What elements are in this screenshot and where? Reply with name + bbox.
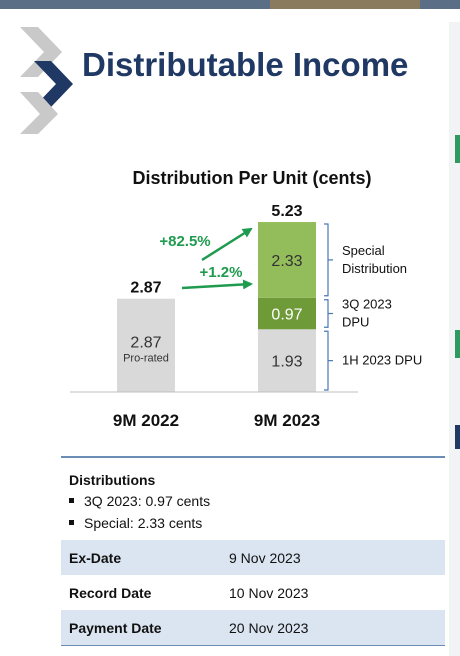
- data-label: 2.33: [271, 253, 302, 270]
- date-label: Record Date: [69, 584, 152, 601]
- legend-label: 3Q 2023: [342, 297, 392, 312]
- data-label: 0.97: [271, 307, 302, 324]
- growth-arrow-1: [181, 279, 253, 290]
- date-value: 10 Nov 2023: [229, 584, 309, 601]
- chevron-icon: [20, 27, 73, 134]
- data-label: 1.93: [271, 354, 302, 371]
- distribution-item-special: Special: 2.33 cents: [69, 515, 202, 531]
- bar-segment: [117, 298, 175, 392]
- table-row: Payment Date 20 Nov 2023: [61, 610, 445, 646]
- total-label: 2.87: [130, 280, 161, 297]
- page-title: Distributable Income: [82, 46, 409, 83]
- legend-bracket: [324, 330, 329, 391]
- bar-segment: [258, 297, 316, 330]
- dpu-chart: Distribution Per Unit (cents) 2.87Pro-ra…: [70, 168, 422, 430]
- date-value: 20 Nov 2023: [221, 610, 445, 646]
- growth-arrow-82: [201, 227, 253, 262]
- x-tick-label-1: 9M 2023: [254, 411, 320, 430]
- total-label: 5.23: [271, 203, 302, 220]
- legend-label: DPU: [342, 315, 369, 330]
- date-label: Ex-Date: [61, 540, 221, 575]
- distribution-item-3q: 3Q 2023: 0.97 cents: [69, 493, 210, 509]
- legend-bracket: [324, 299, 329, 328]
- bullet-icon: [69, 497, 74, 503]
- bar-segment: [258, 329, 316, 392]
- adjacent-slide-edge: [449, 22, 460, 656]
- data-label: 2.87: [130, 334, 161, 351]
- date-label: Payment Date: [61, 610, 221, 646]
- distributions-heading: Distributions: [69, 472, 156, 488]
- date-value: 9 Nov 2023: [221, 540, 445, 575]
- legend-label: Distribution: [342, 261, 407, 276]
- distribution-dates-table: Ex-Date 9 Nov 2023 Record Date 10 Nov 20…: [61, 540, 445, 646]
- chart-title: Distribution Per Unit (cents): [132, 168, 371, 188]
- distributions-box: Distributions 3Q 2023: 0.97 cents Specia…: [61, 456, 445, 540]
- x-tick-label-0: 9M 2022: [113, 411, 179, 430]
- edge-mark-3: [455, 425, 460, 449]
- edge-mark-2: [455, 330, 460, 358]
- bar-segment: [258, 222, 316, 298]
- edge-mark-1: [455, 135, 460, 163]
- header-photo-strip: [0, 0, 460, 9]
- header-photo: [270, 0, 420, 9]
- legend-label: 1H 2023 DPU: [342, 353, 422, 368]
- bullet-icon: [69, 519, 74, 525]
- growth-label-82: +82.5%: [159, 233, 210, 250]
- growth-label-1: +1.2%: [200, 264, 243, 281]
- legend-label: Special: [342, 243, 385, 258]
- legend-bracket: [324, 223, 329, 297]
- table-row: Record Date 10 Nov 2023: [61, 575, 445, 610]
- data-sublabel: Pro-rated: [123, 352, 169, 364]
- table-row: Ex-Date 9 Nov 2023: [61, 540, 445, 575]
